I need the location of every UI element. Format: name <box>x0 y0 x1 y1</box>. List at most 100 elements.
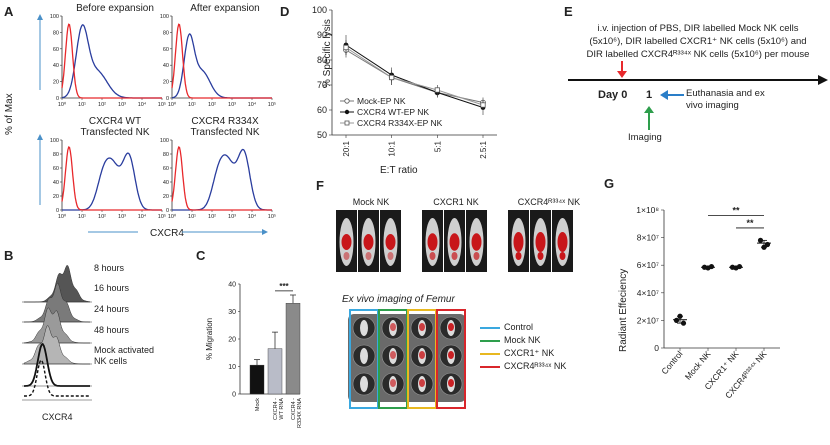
panel-g-ylabel: Radiant Effeciency <box>618 268 629 352</box>
mouse-signal <box>427 233 438 251</box>
x-tick-label: 10¹ <box>78 102 86 108</box>
x-tick-label: 10⁰ <box>168 213 177 220</box>
plate-column-outline <box>436 309 466 409</box>
panel-a-xlabel: CXCR4 <box>150 228 184 239</box>
y-tick-label: 80 <box>53 30 59 36</box>
legend-marker <box>344 120 350 126</box>
red-histogram <box>61 23 162 99</box>
y-tick-label: 1×10⁸ <box>636 205 659 215</box>
y-tick-label: 100 <box>160 14 169 20</box>
legend-swatch <box>480 352 500 355</box>
legend-item: Control <box>480 322 566 335</box>
x-tick-label: 10¹ <box>188 102 196 108</box>
femur-signal <box>390 323 396 331</box>
data-point <box>389 74 395 81</box>
y-tick-label: 2×10⁷ <box>637 315 659 325</box>
panel-e-euthanasia-1: Euthanasia and ex <box>686 88 765 99</box>
x-tick-label: 10² <box>98 214 106 220</box>
panel-a-title-4: CXCR4 R334X Transfected NK <box>190 116 260 138</box>
femur-signal <box>448 379 454 387</box>
mouse-signal <box>513 232 524 252</box>
x-tick-label: 10⁰ <box>58 101 67 108</box>
mouse-signal <box>557 232 568 252</box>
legend-item: Mock NK <box>480 335 566 348</box>
data-point <box>708 263 715 270</box>
y-tick-label: 20 <box>53 80 59 86</box>
femur-signal <box>419 323 425 331</box>
blue-histogram <box>171 33 272 99</box>
bar <box>285 303 301 395</box>
x-tick-label: 5:1 <box>433 140 442 152</box>
panel-f-group-1: Mock NK <box>352 197 390 207</box>
histogram-plot: 0 20 40 60 80 100 10⁰ 10¹ 10² 10³ 10⁴ 10⁵ <box>50 14 166 108</box>
femur <box>360 320 368 336</box>
panel-letter-b: B <box>4 248 14 263</box>
x-tick-label: 10³ <box>118 214 126 220</box>
mouse-signal <box>343 252 350 260</box>
y-tick-label: 70 <box>317 80 327 90</box>
femur <box>360 376 368 392</box>
x-tick-line: CXCR4 - <box>291 398 297 420</box>
y-tick-label: 60 <box>163 166 169 172</box>
y-axis-label: % Migration <box>205 318 214 360</box>
x-tick-label: 10⁴ <box>138 101 147 108</box>
data-point <box>480 102 486 108</box>
mouse-signal <box>363 234 374 250</box>
y-tick-label: 0 <box>56 96 59 102</box>
femur <box>360 348 368 364</box>
panel-b-xlabel: CXCR4 <box>42 412 73 422</box>
y-tick-label: 80 <box>53 152 59 158</box>
y-tick-label: 40 <box>163 180 169 186</box>
x-tick-label: 10³ <box>228 102 236 108</box>
significance-label: *** <box>279 282 289 291</box>
mouse-signal <box>451 252 458 260</box>
y-tick-label: 100 <box>312 5 327 15</box>
panel-b-label-3: 24 hours <box>94 304 130 314</box>
bar <box>267 348 283 395</box>
y-tick-label: 20 <box>53 194 59 200</box>
mouse-signal <box>559 252 566 260</box>
x-tick-label: 10³ <box>228 214 236 220</box>
histogram-plot: 0 20 40 60 80 100 10⁰ 10¹ 10² 10³ 10⁴ 10⁵ <box>160 138 276 220</box>
panel-letter-f: F <box>316 178 324 193</box>
panel-e-text-3: DIR labelled CXCR4ᴿ³³⁴ˣ NK cells (5x10⁶)… <box>586 49 810 60</box>
legend-label: Mock NK <box>504 335 541 345</box>
data-point <box>764 241 771 248</box>
mouse-signal <box>341 234 352 250</box>
panel-e-timeline <box>568 61 828 130</box>
mouse-signal <box>471 233 482 251</box>
x-tick-label: 10⁰ <box>58 213 67 220</box>
panel-f-group-3: CXCR4ᴿ³³⁴ˣ NK <box>517 197 581 207</box>
panel-e-day0: Day 0 <box>598 89 628 101</box>
mouse-signal <box>385 234 396 250</box>
mouse-signal <box>387 252 394 260</box>
legend-swatch <box>480 365 500 368</box>
panel-letter-g: G <box>604 176 615 191</box>
x-tick-line: CXCR4 - <box>273 398 279 420</box>
x-tick-line: R334X RNA <box>297 398 303 428</box>
panel-b-label-5: Mock activated NK cells <box>94 345 155 366</box>
panel-a-title-3: CXCR4 WT Transfected NK <box>80 116 150 138</box>
y-tick-label: 6×10⁷ <box>637 260 659 270</box>
panel-b-label-4: 48 hours <box>94 325 130 335</box>
legend-label: CXCR4 R334X-EP NK <box>357 118 443 128</box>
mock-histogram-dashed <box>24 359 90 397</box>
x-tick-label: CXCR4 -WT RNA <box>273 398 285 420</box>
x-tick-label: 20:1 <box>342 140 351 156</box>
significance-label: ** <box>732 206 740 216</box>
legend-item: CXCR1⁺ NK <box>480 348 566 361</box>
panel-b-label-1: 8 hours <box>94 263 125 273</box>
significance-label: ** <box>746 218 754 228</box>
data-point <box>736 263 743 270</box>
data-point <box>673 317 680 323</box>
y-tick-label: 10 <box>228 364 236 371</box>
panel-e-text-1: i.v. injection of PBS, DIR labelled Mock… <box>597 23 799 34</box>
femur-signal <box>419 379 425 387</box>
panel-a-title-2: After expansion <box>190 3 260 14</box>
y-tick-label: 0 <box>166 96 169 102</box>
y-tick-label: 8×10⁷ <box>637 233 659 243</box>
panel-e-euthanasia-2: vivo imaging <box>686 100 739 111</box>
red-histogram <box>171 23 272 99</box>
